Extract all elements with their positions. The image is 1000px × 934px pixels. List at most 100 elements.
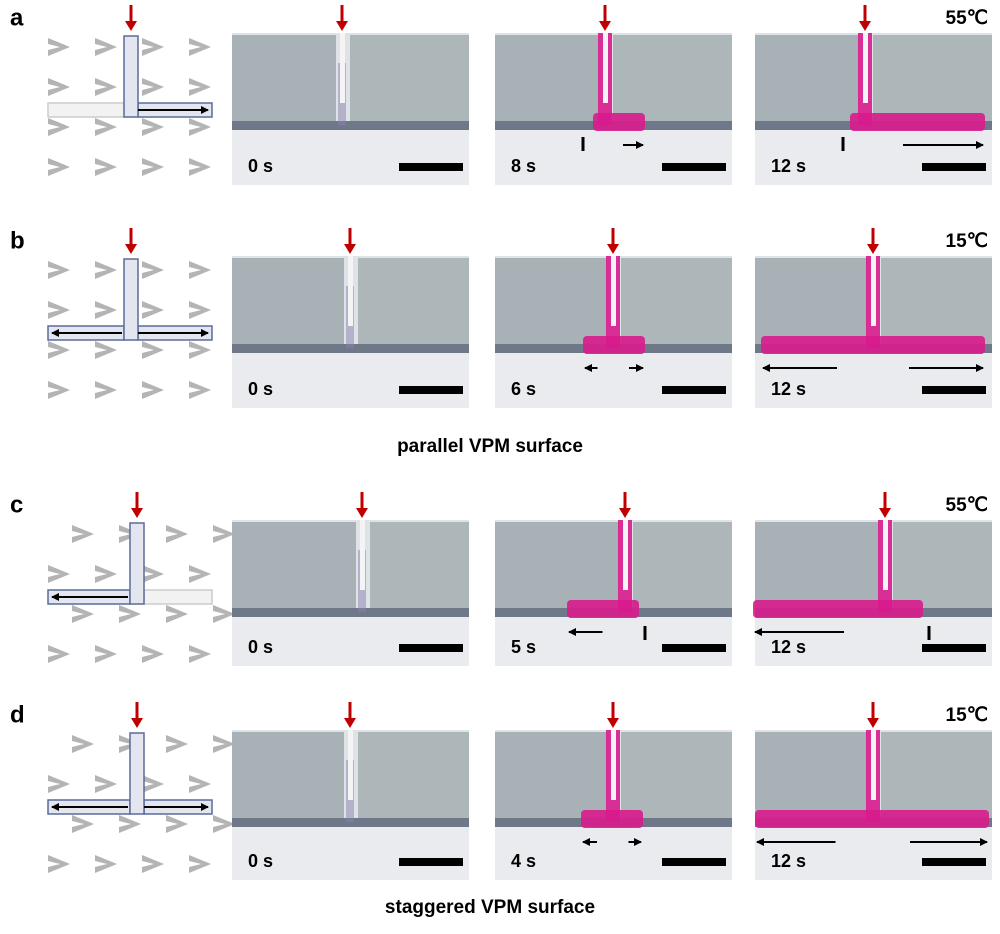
dye [583, 336, 645, 354]
scale-bar [922, 858, 986, 866]
dye [567, 600, 639, 618]
chevron [48, 38, 70, 56]
capillary [623, 520, 628, 590]
block [232, 732, 344, 818]
time-label: 0 s [248, 156, 273, 176]
floor [232, 353, 469, 408]
chevron [95, 565, 117, 583]
scale-bar [922, 644, 986, 652]
chevron [189, 341, 211, 359]
scale-bar [662, 163, 726, 171]
chevron [95, 78, 117, 96]
scale-bar [399, 163, 463, 171]
chevron [95, 301, 117, 319]
capillary [871, 256, 876, 326]
time-label: 12 s [771, 851, 806, 871]
chevron [119, 735, 141, 753]
channel-arm [47, 102, 125, 118]
dye [753, 600, 923, 618]
temperature: 55℃ [946, 495, 988, 516]
chevron [95, 118, 117, 136]
chevron [189, 118, 211, 136]
red-arrow-head [619, 508, 631, 518]
block [873, 35, 992, 121]
chevron [48, 645, 70, 663]
red-arrow-head [131, 508, 143, 518]
chevron [72, 525, 94, 543]
strip [232, 818, 469, 827]
block [358, 258, 469, 344]
block [232, 522, 356, 608]
block [495, 522, 619, 608]
chevron [189, 381, 211, 399]
chevron [48, 78, 70, 96]
scale-bar [399, 644, 463, 652]
block [350, 35, 469, 121]
red-arrow-head [356, 508, 368, 518]
chevron [142, 565, 164, 583]
red-arrow-head [125, 21, 137, 31]
block [232, 258, 344, 344]
chevron [48, 158, 70, 176]
time-label: 0 s [248, 851, 273, 871]
block [633, 522, 732, 608]
panel-label: b [10, 227, 25, 254]
block [893, 522, 992, 608]
scale-bar [399, 858, 463, 866]
chevron [189, 38, 211, 56]
capillary [360, 520, 365, 590]
time-label: 0 s [248, 379, 273, 399]
chevron [119, 605, 141, 623]
channel-stem [123, 258, 139, 341]
temperature: 15℃ [946, 231, 988, 252]
chevron [142, 645, 164, 663]
chevron [95, 381, 117, 399]
chevron [119, 815, 141, 833]
time-label: 4 s [511, 851, 536, 871]
chevron [142, 38, 164, 56]
chevron [189, 565, 211, 583]
chevron [189, 855, 211, 873]
scale-bar [662, 386, 726, 394]
chevron [48, 261, 70, 279]
floor [755, 353, 992, 408]
caption: parallel VPM surface [397, 436, 583, 457]
chevron [95, 261, 117, 279]
dye [593, 113, 645, 131]
scale-bar [662, 858, 726, 866]
red-arrow-head [867, 244, 879, 254]
block [881, 258, 992, 344]
dye [581, 810, 643, 828]
time-label: 8 s [511, 156, 536, 176]
floor [495, 353, 732, 408]
chevron [48, 565, 70, 583]
chevron [189, 301, 211, 319]
block [370, 522, 469, 608]
red-arrow-head [336, 21, 348, 31]
capillary [340, 33, 345, 103]
channel-arm [143, 589, 213, 605]
red-arrow-head [599, 21, 611, 31]
floor [495, 130, 732, 185]
block [755, 35, 859, 121]
block [755, 732, 867, 818]
chevron [95, 855, 117, 873]
capillary [603, 33, 608, 103]
block [881, 732, 992, 818]
red-arrow-head [867, 718, 879, 728]
chevron [95, 158, 117, 176]
strip [232, 121, 469, 130]
panel-label: c [10, 491, 23, 518]
chevron [213, 525, 235, 543]
chevron [48, 855, 70, 873]
chevron [119, 525, 141, 543]
channel-stem [129, 522, 145, 605]
temperature: 55℃ [946, 8, 988, 29]
capillary [348, 730, 353, 800]
capillary [863, 33, 868, 103]
panel-label: d [10, 701, 25, 728]
floor [232, 617, 469, 666]
chevron [142, 261, 164, 279]
chevron [189, 775, 211, 793]
